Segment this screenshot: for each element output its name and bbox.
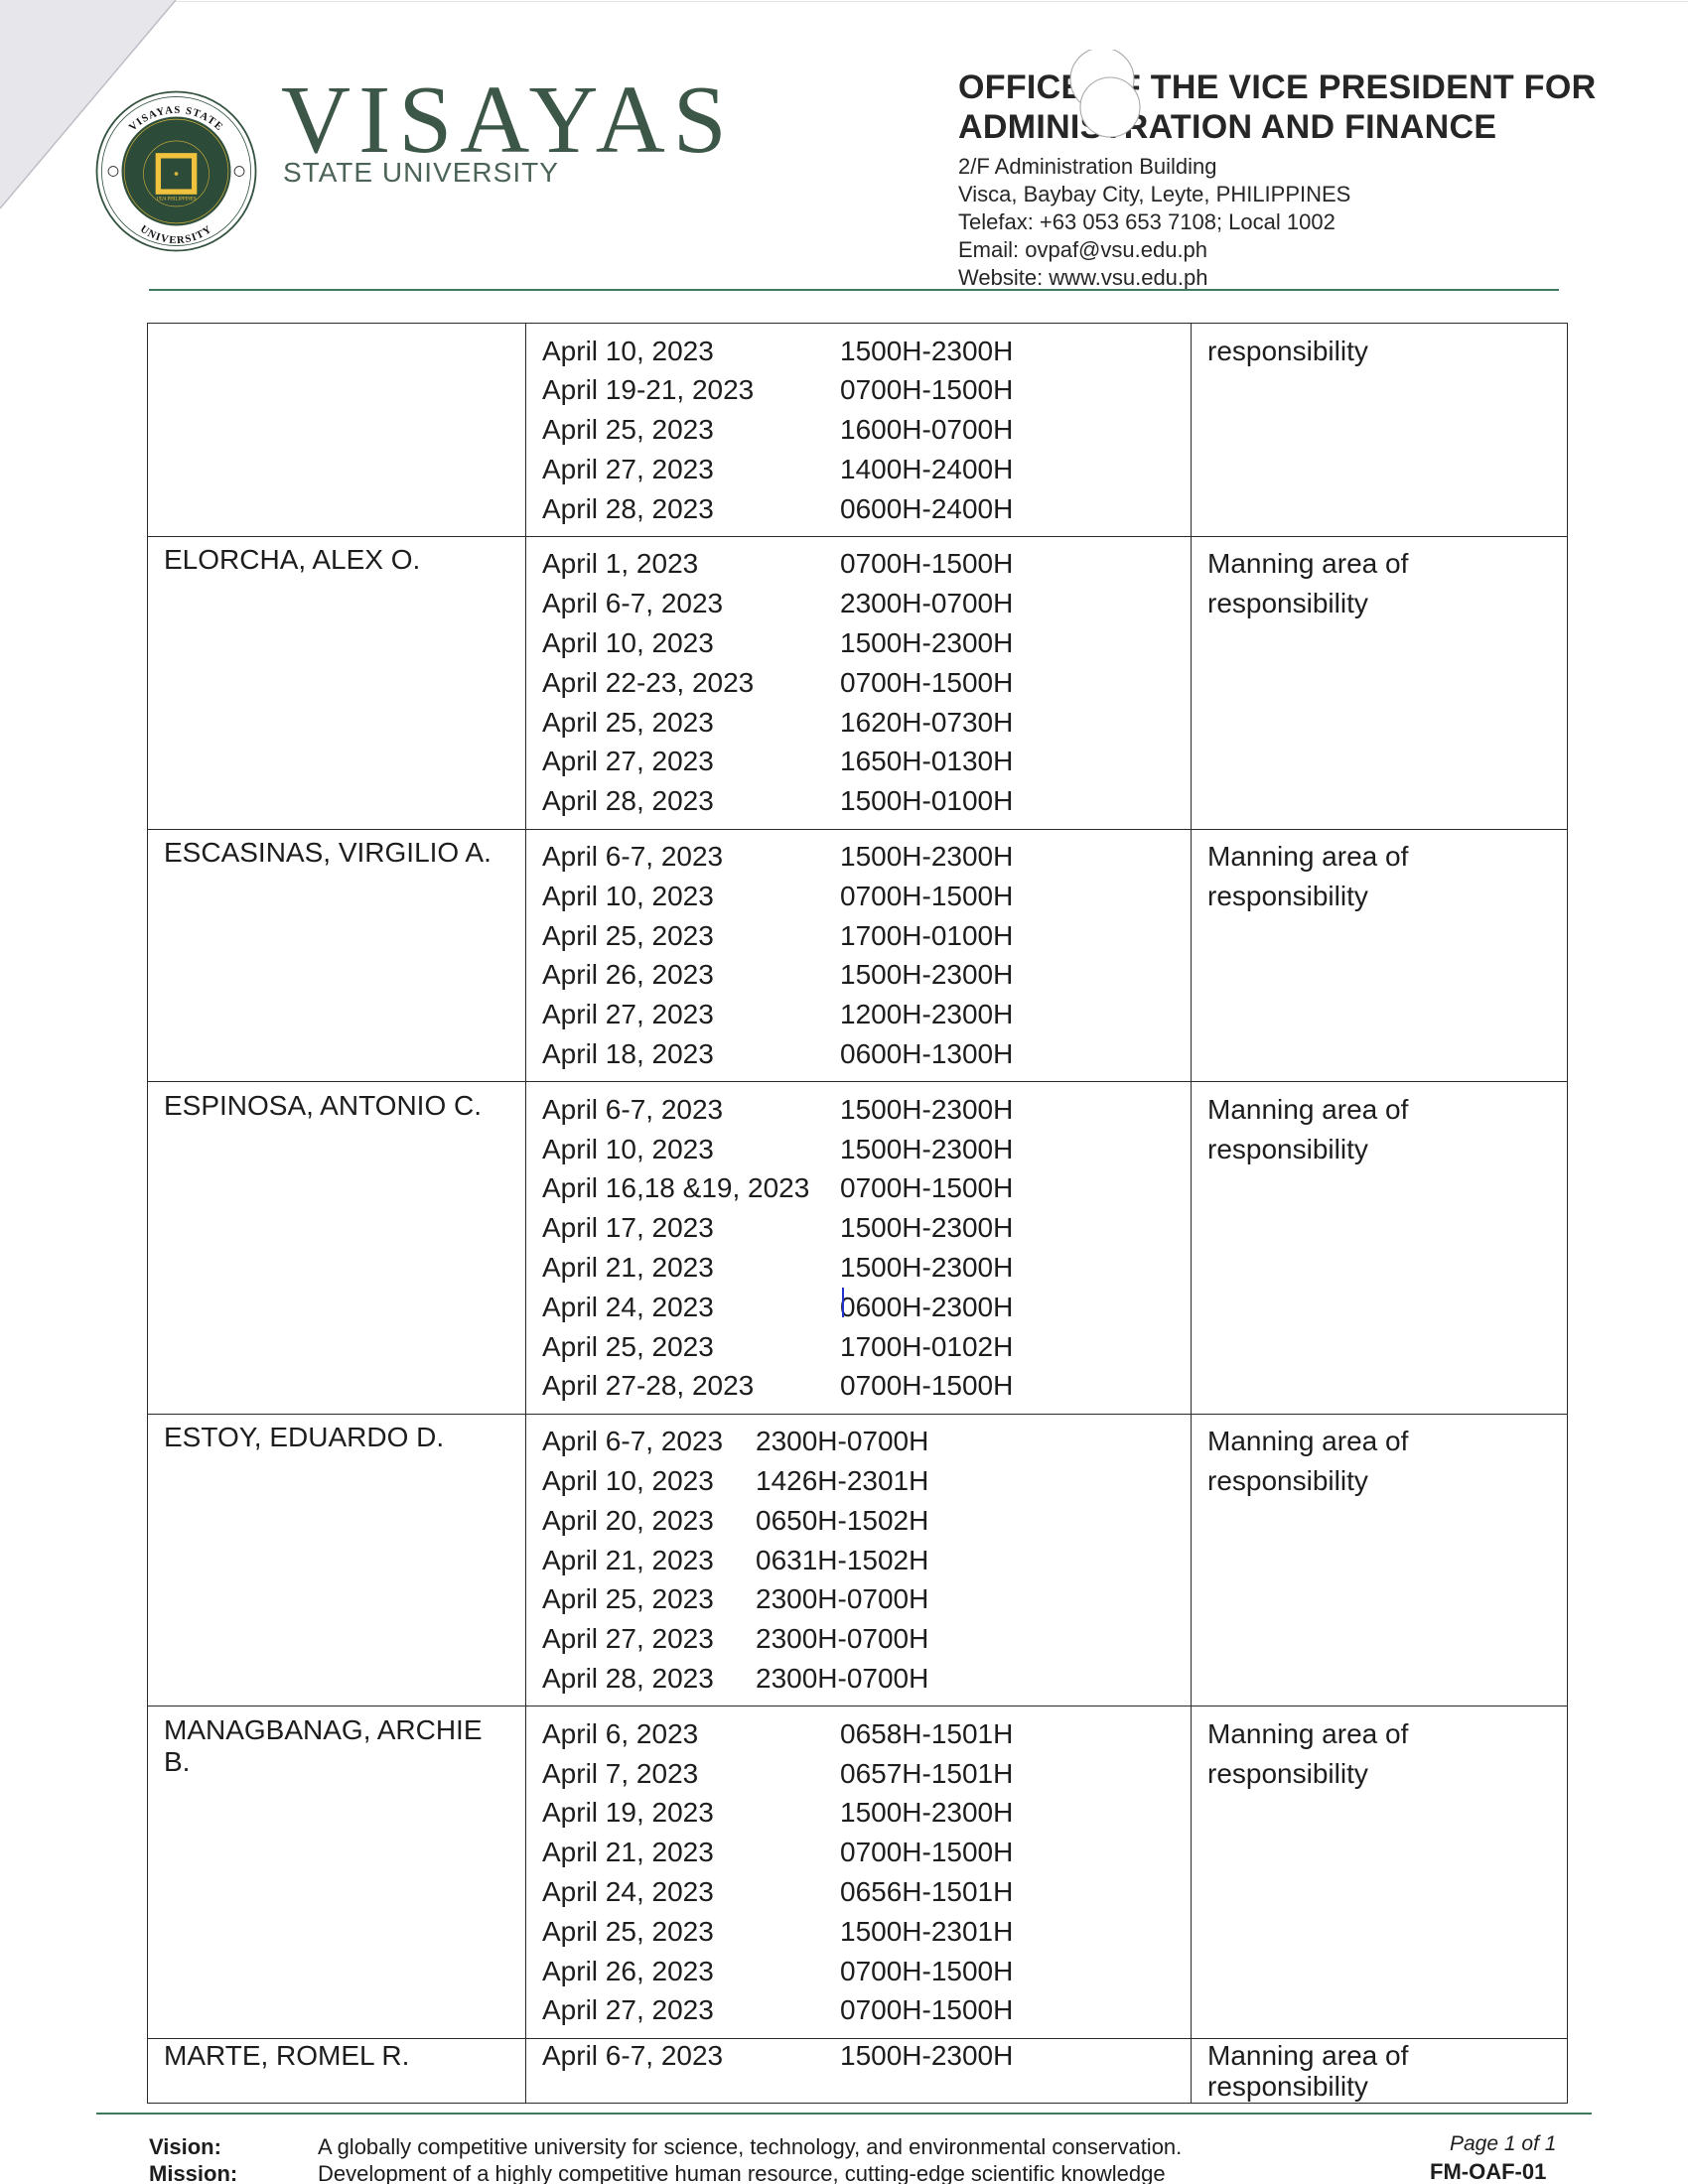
svg-text:1924 PHILIPPINES: 1924 PHILIPPINES xyxy=(156,197,196,202)
